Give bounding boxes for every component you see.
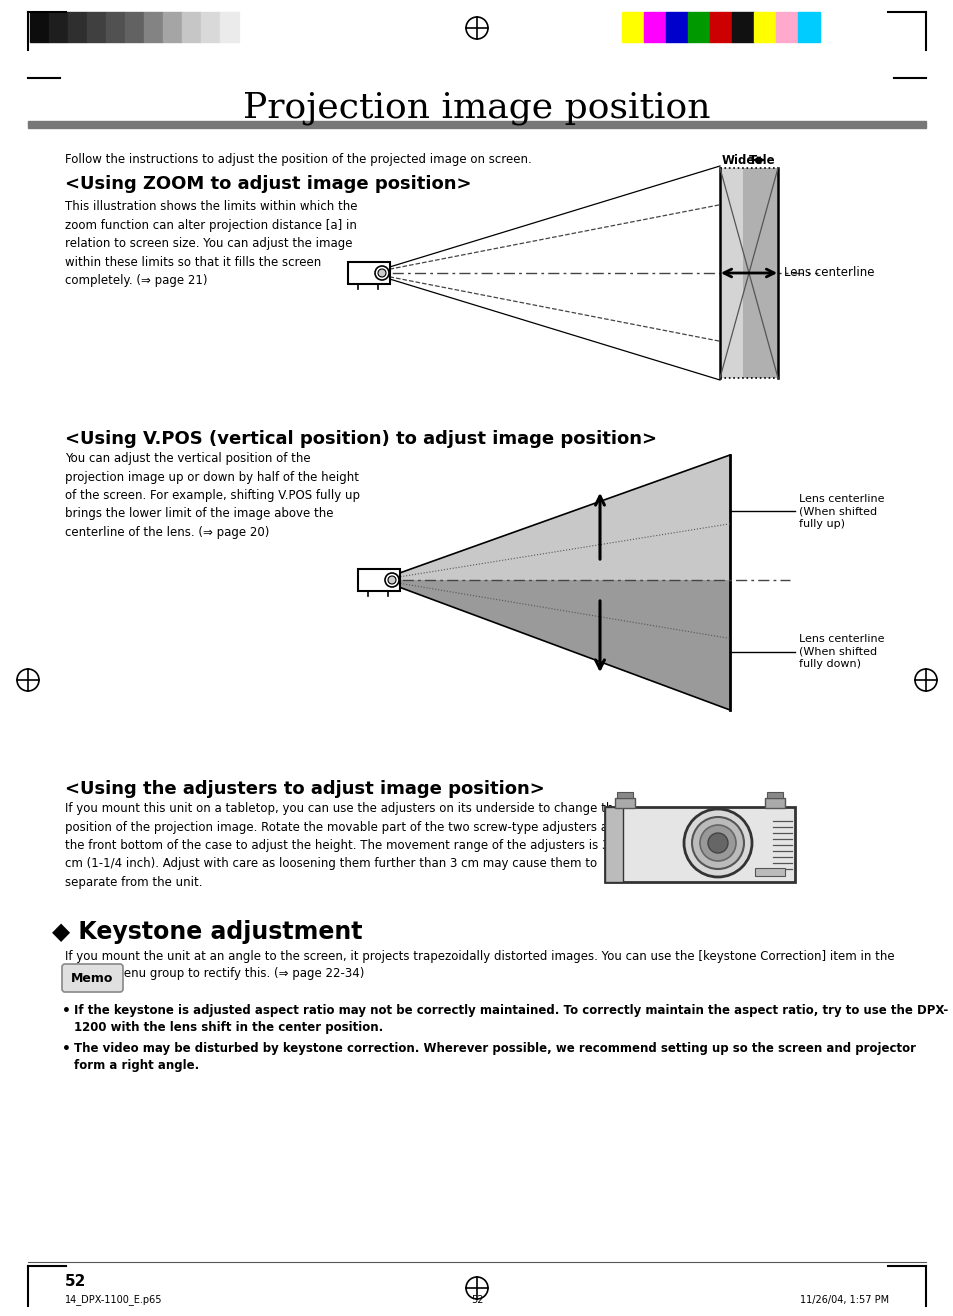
Bar — [604, 807, 794, 882]
Text: •: • — [62, 1042, 71, 1055]
Bar — [764, 797, 784, 808]
FancyBboxPatch shape — [62, 965, 123, 992]
Bar — [643, 12, 665, 42]
Bar — [220, 12, 239, 42]
Text: •: • — [62, 1004, 71, 1019]
Polygon shape — [379, 580, 729, 711]
Text: If you mount the unit at an angle to the screen, it projects trapezoidally disto: If you mount the unit at an angle to the… — [65, 950, 894, 980]
Bar — [144, 12, 163, 42]
Text: <Using ZOOM to adjust image position>: <Using ZOOM to adjust image position> — [65, 175, 471, 193]
Bar — [125, 12, 144, 42]
Bar — [28, 121, 925, 128]
Bar — [30, 12, 49, 42]
Polygon shape — [379, 455, 729, 580]
Circle shape — [388, 576, 395, 584]
Circle shape — [375, 266, 389, 280]
Bar — [665, 12, 687, 42]
Circle shape — [385, 572, 398, 587]
Text: You can adjust the vertical position of the
projection image up or down by half : You can adjust the vertical position of … — [65, 451, 359, 540]
Text: If the keystone is adjusted aspect ratio may not be correctly maintained. To cor: If the keystone is adjusted aspect ratio… — [74, 1004, 947, 1034]
Bar — [720, 168, 778, 378]
Text: 14_DPX-1100_E.p65: 14_DPX-1100_E.p65 — [65, 1295, 162, 1305]
Bar — [357, 569, 399, 591]
Bar — [201, 12, 220, 42]
Text: This illustration shows the limits within which the
zoom function can alter proj: This illustration shows the limits withi… — [65, 200, 357, 287]
Bar — [621, 12, 643, 42]
Bar — [687, 12, 709, 42]
Bar — [182, 12, 201, 42]
Bar — [766, 792, 782, 797]
Text: ◆ Keystone adjustment: ◆ Keystone adjustment — [52, 920, 362, 944]
Text: 52: 52 — [65, 1274, 87, 1290]
Bar — [163, 12, 182, 42]
Text: <Using the adjusters to adjust image position>: <Using the adjusters to adjust image pos… — [65, 780, 544, 797]
Text: Lens centerline
(When shifted
fully up): Lens centerline (When shifted fully up) — [799, 494, 883, 529]
Text: Lens centerline
(When shifted
fully down): Lens centerline (When shifted fully down… — [799, 634, 883, 669]
Bar — [604, 807, 622, 882]
Text: <Using V.POS (vertical position) to adjust image position>: <Using V.POS (vertical position) to adju… — [65, 430, 657, 447]
Bar — [49, 12, 68, 42]
Bar — [731, 12, 753, 42]
Circle shape — [700, 825, 735, 861]
Text: 11/26/04, 1:57 PM: 11/26/04, 1:57 PM — [799, 1295, 888, 1305]
Bar — [709, 12, 731, 42]
Text: The video may be disturbed by keystone correction. Wherever possible, we recomme: The video may be disturbed by keystone c… — [74, 1042, 915, 1073]
Text: Tele: Tele — [749, 154, 775, 167]
Bar — [106, 12, 125, 42]
Text: Projection image position: Projection image position — [243, 91, 710, 125]
Text: Wide: Wide — [721, 154, 755, 167]
Text: 52: 52 — [470, 1295, 483, 1305]
Circle shape — [691, 817, 743, 869]
Text: Memo: Memo — [71, 971, 113, 984]
Bar — [617, 792, 633, 797]
Text: Follow the instructions to adjust the position of the projected image on screen.: Follow the instructions to adjust the po… — [65, 153, 531, 166]
Bar — [348, 262, 390, 284]
Bar — [742, 168, 778, 378]
Circle shape — [377, 268, 386, 276]
Bar — [68, 12, 87, 42]
Bar — [797, 12, 820, 42]
Bar — [754, 869, 784, 876]
Text: If you mount this unit on a tabletop, you can use the adjusters on its underside: If you mount this unit on a tabletop, yo… — [65, 801, 620, 890]
Circle shape — [707, 833, 727, 853]
Bar — [775, 12, 797, 42]
Text: Lens centerline: Lens centerline — [783, 267, 874, 279]
Bar — [615, 797, 635, 808]
Bar — [753, 12, 775, 42]
Bar — [87, 12, 106, 42]
Circle shape — [683, 809, 751, 876]
